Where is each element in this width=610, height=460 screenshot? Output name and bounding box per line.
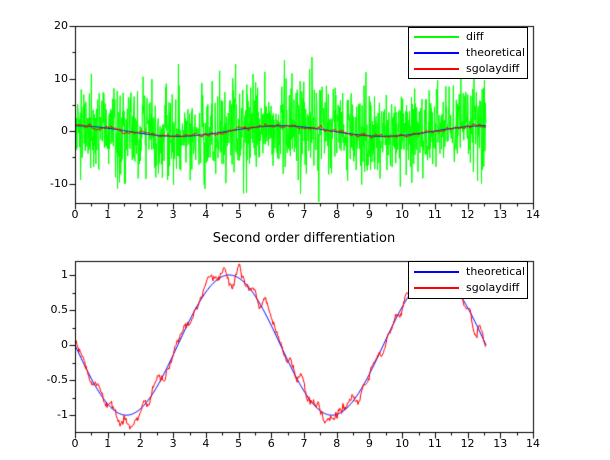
x-tick-label: 6 — [267, 208, 275, 221]
y-tick-label: 10 — [54, 71, 68, 85]
legend-line-sgolaydiff — [414, 68, 459, 70]
legend-label-sgolaydiff: sgolaydiff — [466, 281, 520, 295]
x-tick-label: 12 — [460, 437, 475, 450]
x-tick-label: 1 — [104, 437, 112, 450]
x-tick-label: 1 — [104, 208, 112, 221]
x-tick-label: 9 — [365, 208, 373, 221]
legend-entry-sgolaydiff: sgolaydiff — [409, 281, 527, 295]
chart-title: Second order differentiation — [212, 231, 396, 246]
x-tick-label: 2 — [136, 208, 144, 221]
x-tick-label: 13 — [493, 208, 508, 221]
x-tick-label: 10 — [395, 208, 410, 221]
legend-label-diff: diff — [466, 30, 484, 43]
x-tick-label: 6 — [267, 437, 275, 450]
x-tick-label: 8 — [333, 437, 341, 450]
legend-label-theoretical: theoretical — [466, 264, 526, 278]
x-tick-label: 5 — [235, 437, 243, 450]
x-tick-label: 8 — [333, 208, 341, 221]
legend-entry-sgolaydiff: sgolaydiff — [409, 62, 527, 76]
x-tick-label: 10 — [395, 437, 410, 450]
y-tick-label: 0.5 — [50, 303, 69, 317]
legend-entry-theoretical: theoretical — [409, 46, 527, 60]
x-tick-label: 9 — [365, 437, 373, 450]
legend-label-theoretical: theoretical — [466, 46, 526, 59]
x-tick-label: 0 — [71, 208, 79, 221]
y-tick-label: 0 — [61, 124, 68, 138]
y-tick-label: -10 — [50, 176, 68, 190]
x-tick-label: 0 — [71, 437, 79, 450]
legend-plot2: theoretical sgolaydiff — [408, 261, 528, 299]
legend-line-sgolaydiff — [414, 287, 459, 290]
legend-line-theoretical — [414, 270, 459, 273]
y-tick-label: -0.5 — [46, 373, 68, 387]
legend-entry-diff: diff — [409, 30, 527, 44]
y-tick-label: -1 — [57, 408, 68, 422]
x-tick-label: 3 — [169, 437, 177, 450]
legend-plot1: diff theoretical sgolaydiff — [408, 27, 528, 79]
x-tick-label: 14 — [526, 208, 540, 221]
x-tick-label: 11 — [427, 437, 442, 450]
legend-line-diff — [414, 36, 459, 38]
x-tick-label: 12 — [460, 208, 475, 221]
x-tick-label: 3 — [169, 208, 177, 221]
x-tick-label: 2 — [136, 437, 144, 450]
x-tick-label: 4 — [202, 208, 210, 221]
x-tick-label: 7 — [300, 437, 308, 450]
x-tick-label: 5 — [235, 208, 243, 221]
legend-line-theoretical — [414, 52, 459, 54]
x-tick-label: 11 — [427, 208, 442, 221]
y-tick-label: 0 — [61, 338, 68, 352]
x-tick-label: 14 — [526, 437, 540, 450]
y-tick-label: 1 — [61, 268, 68, 282]
legend-label-sgolaydiff: sgolaydiff — [466, 62, 520, 75]
legend-entry-theoretical: theoretical — [409, 265, 527, 279]
x-tick-label: 4 — [202, 437, 210, 450]
y-tick-label: 20 — [54, 19, 68, 32]
x-tick-label: 7 — [300, 208, 308, 221]
x-tick-label: 13 — [493, 437, 508, 450]
